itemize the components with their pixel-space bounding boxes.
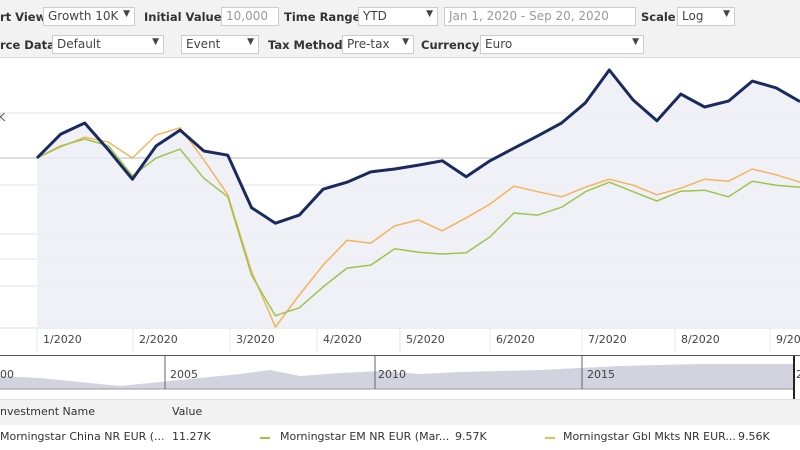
chevron-down-icon: ▼	[426, 9, 433, 19]
event-select[interactable]: Event ▼	[181, 35, 259, 54]
source-data-value: Default	[57, 37, 101, 51]
legend-marker	[260, 437, 270, 439]
legend-item-name[interactable]: Morningstar EM NR EUR (Mar...	[280, 430, 450, 443]
series-line-1[interactable]	[36, 138, 800, 317]
legend-item-name[interactable]: Morningstar China NR EUR (...	[0, 430, 165, 443]
initial-value-input[interactable]: 10,000	[221, 7, 279, 26]
legend-header	[0, 399, 800, 425]
scale-select[interactable]: Log ▼	[677, 7, 735, 26]
navigator-label: 2015	[587, 368, 615, 381]
event-value: Event	[186, 37, 221, 51]
time-range-value: YTD	[363, 9, 387, 23]
chevron-down-icon: ▼	[402, 37, 409, 47]
source-data-select[interactable]: Default ▼	[52, 35, 164, 54]
x-tick-label: 3/2020	[236, 333, 275, 346]
chart-view-value: Growth 10K	[48, 9, 119, 23]
legend-header-name: nvestment Name	[0, 405, 96, 418]
legend-item-value: 9.57K	[455, 430, 487, 443]
x-tick-label: 2/2020	[139, 333, 178, 346]
legend-item-name[interactable]: Morningstar Gbl Mkts NR EUR...	[563, 430, 736, 443]
x-tick-label: 4/2020	[323, 333, 362, 346]
currency-label: Currency	[421, 38, 480, 52]
x-tick-label: 8/2020	[681, 333, 720, 346]
legend-header-value: Value	[172, 405, 203, 418]
toolbar: rt View Growth 10K ▼ Initial Value 10,000…	[0, 0, 800, 58]
series-line-0[interactable]	[35, 68, 800, 225]
navigator-label: 2010	[378, 368, 406, 381]
time-range-select[interactable]: YTD ▼	[358, 7, 438, 26]
currency-value: Euro	[485, 37, 513, 51]
series-area	[37, 70, 800, 328]
chart-view-label: rt View	[0, 10, 47, 24]
tax-method-select[interactable]: Pre-tax ▼	[342, 35, 414, 54]
growth-chart: K	[0, 68, 800, 352]
currency-select[interactable]: Euro ▼	[480, 35, 644, 54]
x-tick-label: 6/2020	[496, 333, 535, 346]
source-data-label: rce Data	[0, 38, 55, 52]
chart-view-select[interactable]: Growth 10K ▼	[43, 7, 135, 26]
series-line-2[interactable]	[36, 127, 800, 328]
scale-value: Log	[682, 9, 704, 23]
time-range-label: Time Range	[284, 10, 361, 24]
chevron-down-icon: ▼	[123, 9, 130, 19]
scale-label: Scale	[641, 10, 676, 24]
chevron-down-icon: ▼	[152, 37, 159, 47]
date-range-input[interactable]: Jan 1, 2020 - Sep 20, 2020	[444, 7, 636, 26]
tax-method-value: Pre-tax	[347, 37, 390, 51]
y-axis-label: K	[0, 111, 6, 124]
legend-item-value: 11.27K	[172, 430, 211, 443]
chevron-down-icon: ▼	[723, 9, 730, 19]
initial-value-label: Initial Value	[144, 10, 222, 24]
tax-method-label: Tax Method	[268, 38, 343, 52]
navigator-label: 2	[796, 368, 800, 381]
x-tick-label: 7/2020	[588, 333, 627, 346]
navigator-sparkline	[0, 356, 795, 401]
chevron-down-icon: ▼	[247, 37, 254, 47]
legend-item-value: 9.56K	[738, 430, 770, 443]
chevron-down-icon: ▼	[632, 37, 639, 47]
x-tick-label: 5/2020	[406, 333, 445, 346]
legend-marker	[545, 437, 555, 439]
navigator-label: 00	[0, 368, 14, 381]
navigator-label: 2005	[170, 368, 198, 381]
x-tick-label: 1/2020	[43, 333, 82, 346]
x-tick-label: 9/20	[776, 333, 800, 346]
